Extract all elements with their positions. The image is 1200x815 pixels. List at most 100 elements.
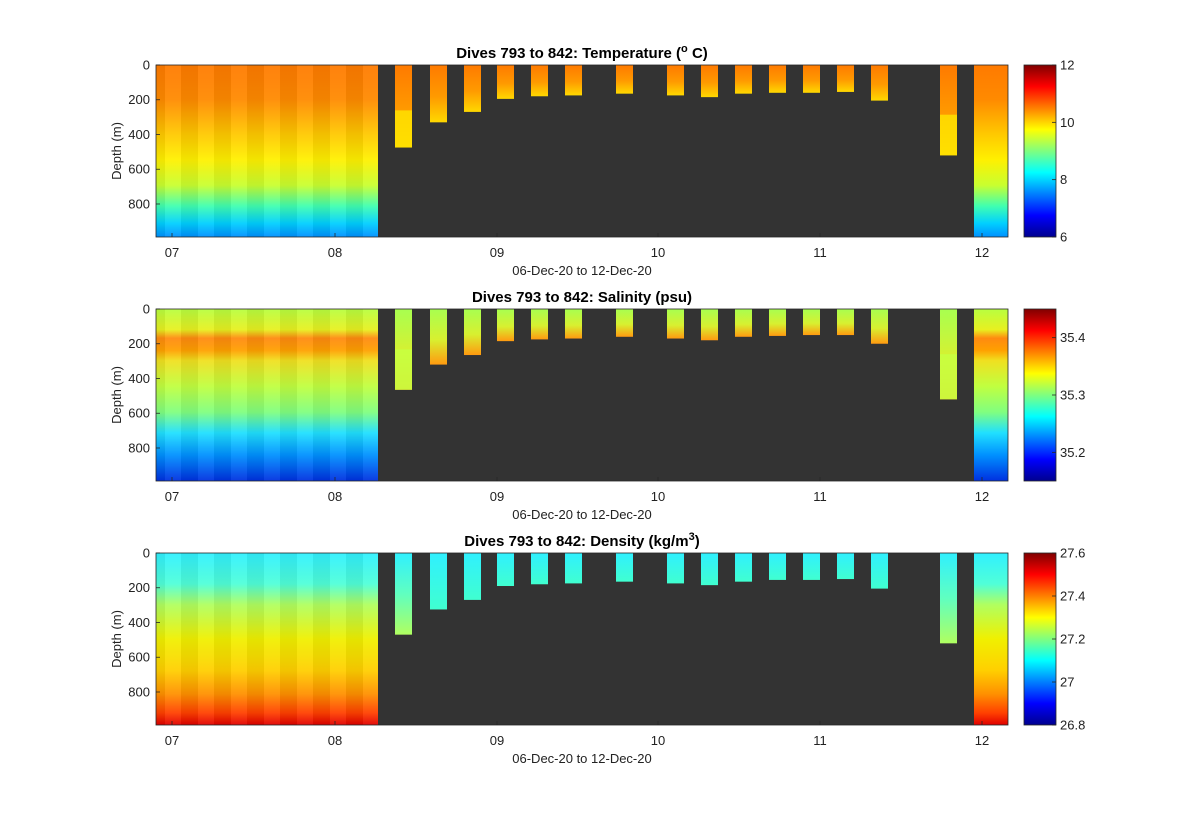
data-block-texture xyxy=(156,309,378,481)
axes-frame xyxy=(155,308,1009,482)
x-tick-label: 07 xyxy=(165,489,179,504)
x-tick-label: 07 xyxy=(165,245,179,260)
dive-profile xyxy=(430,65,447,123)
axes-frame xyxy=(155,552,1009,726)
y-tick-label: 600 xyxy=(128,406,150,421)
y-tick-label: 600 xyxy=(128,162,150,177)
colorbar-tick-label: 35.3 xyxy=(1060,388,1085,403)
colorbar-tick-label: 27.6 xyxy=(1060,546,1085,561)
colorbar-tick-label: 27.4 xyxy=(1060,589,1085,604)
dive-profile-deep-segment xyxy=(395,110,412,148)
y-tick-label: 0 xyxy=(143,546,150,561)
x-tick-label: 10 xyxy=(651,489,665,504)
dive-profile xyxy=(701,309,718,341)
y-tick-label: 400 xyxy=(128,127,150,142)
colorbar-tick-label: 27 xyxy=(1060,675,1074,690)
y-tick-label: 400 xyxy=(128,371,150,386)
dive-profile xyxy=(430,553,447,610)
colorbar-tick-label: 8 xyxy=(1060,172,1067,187)
chart-panel-1: 0 200 400 600 800 07 08 09 10 11 12 06-Dec-20 to 12… xyxy=(109,43,1074,278)
x-axis-label: 06-Dec-20 to 12-Dec-20 xyxy=(512,751,651,766)
x-tick-label: 11 xyxy=(813,245,827,260)
dive-profile xyxy=(735,553,752,582)
dive-profile xyxy=(531,65,548,97)
chart-title: Dives 793 to 842: Temperature (o C) xyxy=(456,43,708,62)
x-axis-label: 06-Dec-20 to 12-Dec-20 xyxy=(512,263,651,278)
y-axis-label: Depth (m) xyxy=(109,610,124,668)
dive-profile xyxy=(531,309,548,340)
dive-profile xyxy=(871,553,888,589)
x-axis-label: 06-Dec-20 to 12-Dec-20 xyxy=(512,507,651,522)
chart-title: Dives 793 to 842: Salinity (psu) xyxy=(472,289,692,306)
x-tick-label: 08 xyxy=(328,733,342,748)
y-tick-label: 600 xyxy=(128,650,150,665)
dive-profile xyxy=(565,309,582,339)
dive-profile xyxy=(735,65,752,94)
dive-profile xyxy=(616,309,633,337)
dive-profile xyxy=(803,65,820,93)
dive-profile xyxy=(871,309,888,344)
x-tick-label: 07 xyxy=(165,733,179,748)
colorbar-tick-label: 10 xyxy=(1060,115,1074,130)
chart-panel-2: 0 200 400 600 800 07 08 09 10 11 12 06-Dec-20 to 12… xyxy=(109,289,1085,522)
data-block-end xyxy=(974,309,1008,481)
dive-profile xyxy=(667,65,684,96)
dive-profile xyxy=(565,553,582,584)
dive-profile xyxy=(497,553,514,587)
x-tick-label: 10 xyxy=(651,733,665,748)
y-tick-label: 800 xyxy=(128,440,150,455)
dive-profile xyxy=(769,65,786,93)
colorbar-tick-label: 6 xyxy=(1060,230,1067,245)
dive-profile xyxy=(803,553,820,580)
colorbar-tick-label: 27.2 xyxy=(1060,632,1085,647)
dive-profile xyxy=(395,553,412,635)
colorbar xyxy=(1023,308,1057,482)
y-tick-label: 0 xyxy=(143,302,150,317)
dive-profile xyxy=(837,553,854,580)
dive-profile xyxy=(616,65,633,94)
dive-profile xyxy=(430,309,447,365)
dive-profile xyxy=(701,553,718,586)
dive-profile xyxy=(464,65,481,112)
x-tick-label: 12 xyxy=(975,489,989,504)
dive-profile xyxy=(531,553,548,585)
y-tick-label: 200 xyxy=(128,92,150,107)
dive-profile-deep-segment xyxy=(395,349,412,390)
y-tick-label: 200 xyxy=(128,580,150,595)
x-tick-label: 08 xyxy=(328,489,342,504)
dive-profile xyxy=(464,553,481,600)
dive-profile xyxy=(565,65,582,96)
chart-title: Dives 793 to 842: Density (kg/m3) xyxy=(464,531,699,550)
dive-profile xyxy=(616,553,633,582)
x-tick-label: 10 xyxy=(651,245,665,260)
dive-profile-deep-segment xyxy=(940,114,957,156)
axes-frame xyxy=(155,64,1009,238)
y-axis-label: Depth (m) xyxy=(109,366,124,424)
dive-profile xyxy=(769,553,786,580)
chart-panel-3: 0 200 400 600 800 07 08 09 10 11 12 06-Dec-20 to 12… xyxy=(109,531,1085,766)
y-tick-label: 0 xyxy=(143,58,150,73)
y-tick-label: 400 xyxy=(128,615,150,630)
dive-profile xyxy=(940,553,957,644)
y-tick-label: 200 xyxy=(128,336,150,351)
y-tick-label: 800 xyxy=(128,684,150,699)
colorbar-tick-label: 26.8 xyxy=(1060,718,1085,733)
dive-profile xyxy=(803,309,820,336)
x-tick-label: 11 xyxy=(813,489,827,504)
data-block-end xyxy=(974,65,1008,237)
dive-profile xyxy=(667,309,684,339)
x-tick-label: 11 xyxy=(813,733,827,748)
dive-profile xyxy=(701,65,718,98)
dive-profile xyxy=(735,309,752,337)
dive-profile xyxy=(871,65,888,101)
x-tick-label: 12 xyxy=(975,733,989,748)
colorbar-tick-label: 35.4 xyxy=(1060,330,1085,345)
x-tick-label: 09 xyxy=(490,245,504,260)
data-block-texture xyxy=(156,553,378,725)
dive-profile xyxy=(464,309,481,356)
colorbar xyxy=(1023,64,1057,238)
y-axis-label: Depth (m) xyxy=(109,122,124,180)
colorbar-tick-label: 35.2 xyxy=(1060,445,1085,460)
dive-profile xyxy=(497,65,514,99)
